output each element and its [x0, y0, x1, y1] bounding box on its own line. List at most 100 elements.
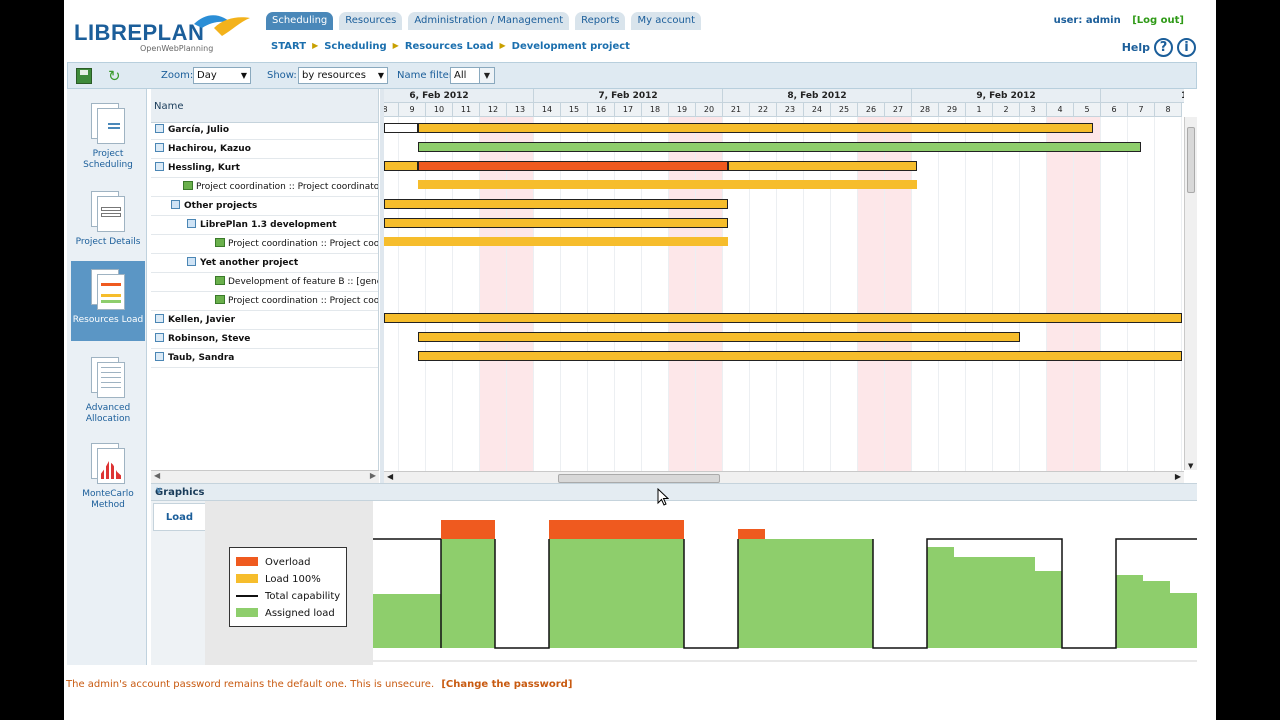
day-gridline [425, 117, 426, 471]
expand-toggle-icon[interactable] [171, 200, 180, 209]
main-tab-administration-management[interactable]: Administration / Management [408, 12, 570, 30]
tree-row[interactable]: Hachirou, Kazuo [151, 140, 378, 159]
day-gridline [911, 117, 912, 471]
day-header: 8 [1155, 103, 1182, 117]
breadcrumb-item[interactable]: START [271, 41, 307, 52]
name-filter-dropdown-button[interactable]: ▼ [479, 67, 495, 84]
load-chart [373, 520, 1197, 662]
day-header: 19 [669, 103, 696, 117]
sidebar-item-project-scheduling[interactable]: Project Scheduling [71, 95, 145, 175]
tree-row[interactable]: Project coordination :: Project coo [151, 235, 378, 254]
tree-row[interactable]: Project coordination :: Project coordina… [151, 178, 378, 197]
main-tab-resources[interactable]: Resources [339, 12, 403, 30]
librepian-logo[interactable]: LIBREPLAN OpenWebPlanning [74, 10, 264, 56]
perspective-sidebar: Project Scheduling Project Details Resourc… [67, 89, 147, 665]
logout-link[interactable]: [Log out] [1132, 15, 1184, 26]
zoom-value: Day [197, 70, 217, 81]
main-tab-scheduling[interactable]: Scheduling [266, 12, 334, 30]
logo-tagline: OpenWebPlanning [140, 44, 214, 53]
day-gridline [1019, 117, 1020, 471]
scroll-right-icon[interactable]: ▶ [1174, 472, 1181, 481]
load-bar[interactable] [417, 123, 1093, 133]
tree-row-label: Project coordination :: Project coo [228, 296, 379, 306]
day-gridline [965, 117, 966, 471]
expand-toggle-icon[interactable] [155, 124, 164, 133]
tree-row[interactable]: Kellen, Javier [151, 311, 378, 330]
assigned-load-area [1116, 575, 1197, 648]
load-bar[interactable] [384, 123, 418, 133]
change-password-link[interactable]: [Change the password] [441, 679, 573, 690]
load-bar[interactable] [384, 161, 418, 171]
sidebar-item-montecarlo-method[interactable]: MonteCarlo Method [71, 435, 145, 515]
breadcrumb-item[interactable]: Development project [511, 41, 630, 52]
assigned-load-area [738, 539, 873, 648]
tree-horizontal-scrollbar[interactable]: ◀ ▶ [151, 470, 379, 483]
load-bar[interactable] [728, 161, 918, 171]
graphics-panel-header[interactable]: Graphics ∨ [151, 483, 1197, 501]
load-bar[interactable] [384, 237, 729, 246]
save-icon[interactable] [76, 68, 92, 84]
day-gridline [803, 117, 804, 471]
expand-toggle-icon[interactable] [187, 219, 196, 228]
expand-toggle-icon[interactable] [155, 162, 164, 171]
assigned-load-area [927, 547, 1062, 648]
collapse-icon[interactable]: ∨ [155, 486, 163, 496]
expand-toggle-icon[interactable] [155, 143, 164, 152]
tree-row[interactable]: Taub, Sandra [151, 349, 378, 368]
load-bar[interactable] [417, 180, 918, 189]
load-bar[interactable] [384, 313, 1182, 323]
reload-icon[interactable]: ↻ [108, 67, 121, 85]
main-tab-my-account[interactable]: My account [631, 12, 702, 30]
help-icon[interactable]: ? [1154, 38, 1173, 57]
gantt-horizontal-scrollbar[interactable]: ◀ ▶ [384, 471, 1184, 484]
tree-row[interactable]: Other projects [151, 197, 378, 216]
main-tab-reports[interactable]: Reports [575, 12, 626, 30]
breadcrumb-item[interactable]: Scheduling [324, 41, 387, 52]
tree-row[interactable]: Project coordination :: Project coo [151, 292, 379, 311]
sidebar-item-resources-load[interactable]: Resources Load [71, 261, 145, 341]
day-gridline [587, 117, 588, 471]
tab-load[interactable]: Load [153, 503, 205, 531]
info-icon[interactable]: i [1177, 38, 1196, 57]
mouse-cursor-icon [657, 488, 669, 506]
sidebar-item-project-details[interactable]: Project Details [71, 183, 145, 263]
help-link[interactable]: Help [1121, 41, 1150, 54]
scroll-down-icon[interactable]: ▼ [1188, 462, 1194, 470]
show-select[interactable]: by resources ▼ [298, 67, 388, 84]
tree-row[interactable]: Yet another project [151, 254, 378, 273]
scroll-left-icon[interactable]: ◀ [387, 472, 394, 481]
day-gridline [398, 117, 399, 471]
advanced-allocation-icon [89, 357, 127, 399]
expand-toggle-icon[interactable] [155, 314, 164, 323]
load-bar[interactable] [417, 332, 1020, 342]
expand-toggle-icon[interactable] [155, 333, 164, 342]
load-bar[interactable] [384, 218, 729, 228]
tree-row[interactable]: Hessling, Kurt [151, 159, 378, 178]
tree-row[interactable]: Robinson, Steve [151, 330, 378, 349]
tree-row[interactable]: LibrePlan 1.3 development [151, 216, 378, 235]
sidebar-item-advanced-allocation[interactable]: Advanced Allocation [71, 349, 145, 429]
breadcrumb-item[interactable]: Resources Load [404, 41, 494, 52]
day-header: 29 [939, 103, 966, 117]
tree-gantt-splitter[interactable] [380, 89, 384, 484]
expand-toggle-icon[interactable] [187, 257, 196, 266]
scroll-left-icon[interactable]: ◀ [154, 471, 161, 480]
name-filter-input[interactable]: All [450, 67, 480, 84]
day-gridline [533, 117, 534, 471]
scroll-thumb[interactable] [558, 474, 720, 483]
scroll-thumb[interactable] [1187, 127, 1195, 193]
scroll-right-icon[interactable]: ▶ [369, 471, 376, 480]
day-header: 27 [885, 103, 912, 117]
load-graph-area: Overload Load 100% Total capability Assigne… [205, 501, 1197, 665]
expand-toggle-icon[interactable] [155, 352, 164, 361]
load-bar[interactable] [417, 142, 1142, 152]
load-bar[interactable] [417, 351, 1182, 361]
zoom-select[interactable]: Day ▼ [193, 67, 251, 84]
load-bar[interactable] [417, 161, 729, 171]
gantt-vertical-scrollbar[interactable]: ▼ [1184, 117, 1197, 470]
load-bar[interactable] [384, 199, 729, 209]
tree-row[interactable]: García, Julio [151, 121, 378, 140]
legend-item: Assigned load [236, 605, 340, 622]
tree-row-label: Hachirou, Kazuo [168, 144, 251, 154]
tree-row[interactable]: Development of feature B :: [gene [151, 273, 378, 292]
